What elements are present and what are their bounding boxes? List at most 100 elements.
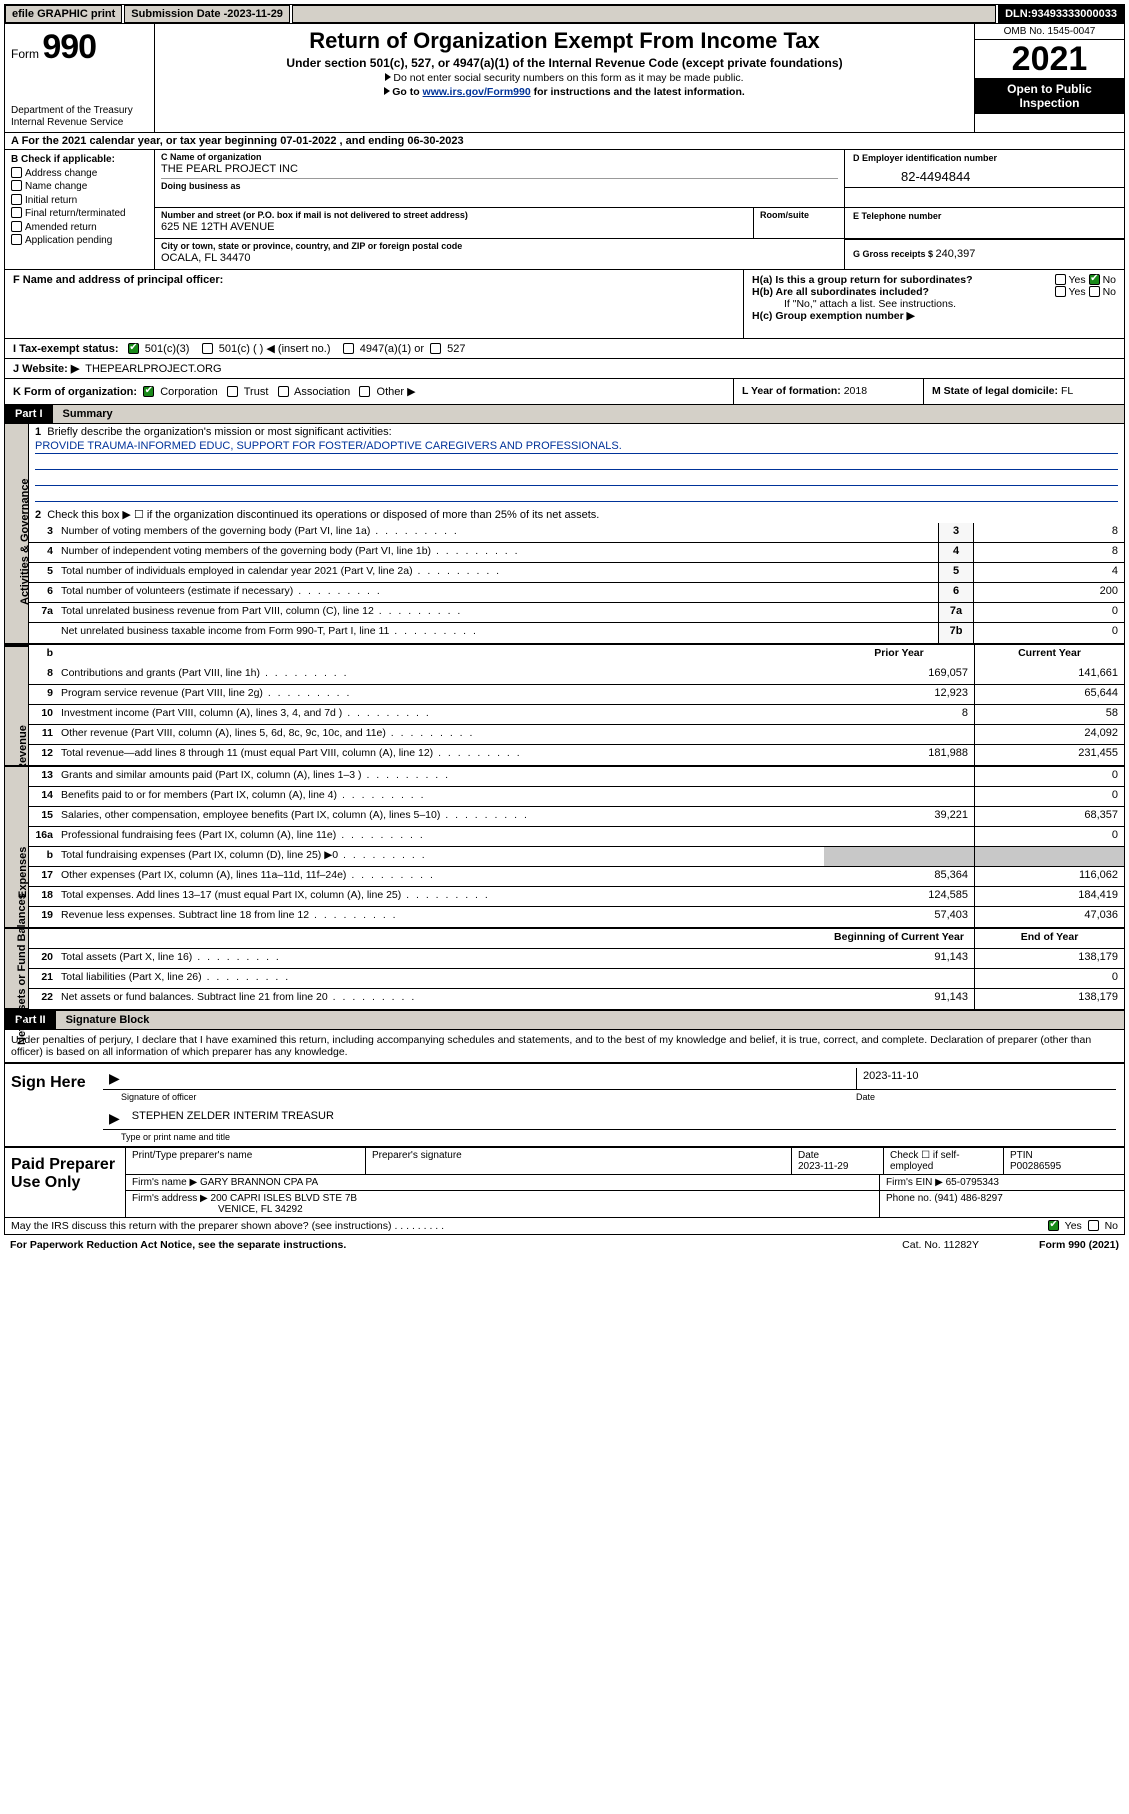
line-15: 15 Salaries, other compensation, employe… [29, 807, 1124, 827]
K-label: K Form of organization: [13, 386, 137, 398]
line-17: 17 Other expenses (Part IX, column (A), … [29, 867, 1124, 887]
toolbar-spacer [292, 5, 996, 23]
line-22: 22 Net assets or fund balances. Subtract… [29, 989, 1124, 1009]
side-activities: Activities & Governance [5, 424, 29, 643]
side-netassets: Net Assets or Fund Balances [5, 929, 29, 1009]
paid-preparer-label: Paid Preparer Use Only [5, 1148, 125, 1217]
box-M: M State of legal domicile: FL [924, 379, 1124, 404]
I-label: I Tax-exempt status: [13, 343, 119, 355]
chk-address-change[interactable]: Address change [11, 167, 148, 181]
street: 625 NE 12TH AVENUE [161, 220, 747, 234]
line-11: 11 Other revenue (Part VIII, column (A),… [29, 725, 1124, 745]
G-label: G Gross receipts $ [853, 249, 936, 259]
col-current: Current Year [974, 645, 1124, 665]
line-6: 6 Total number of volunteers (estimate i… [29, 583, 1124, 603]
year-begin: 07-01-2022 [280, 135, 336, 147]
form-header: Form 990 Department of the Treasury Inte… [4, 24, 1125, 133]
line-12: 12 Total revenue—add lines 8 through 11 … [29, 745, 1124, 765]
rev-colhdr: b Prior Year Current Year [4, 645, 1125, 665]
box-H: H(a) Is this a group return for subordin… [744, 270, 1124, 338]
Hb-no[interactable] [1089, 286, 1100, 297]
line-8: 8 Contributions and grants (Part VIII, l… [29, 665, 1124, 685]
B-head: B Check if applicable: [11, 153, 148, 167]
efile-btn[interactable]: efile GRAPHIC print [5, 5, 122, 23]
p-self[interactable]: Check ☐ if self-employed [884, 1148, 1004, 1174]
chk-other[interactable] [359, 386, 370, 397]
chk-amended-return[interactable]: Amended return [11, 221, 148, 235]
partI-title: Summary [53, 405, 1124, 423]
discuss-no[interactable] [1088, 1220, 1099, 1231]
chk-initial-return[interactable]: Initial return [11, 194, 148, 208]
sign-here-label: Sign Here [5, 1064, 95, 1146]
chk-501c3[interactable] [128, 343, 139, 354]
dba-label: Doing business as [161, 181, 838, 191]
form-title: Return of Organization Exempt From Incom… [161, 28, 968, 54]
section-activities: Activities & Governance 1 Briefly descri… [4, 424, 1125, 645]
arrow-icon: ▶ [103, 1068, 126, 1089]
arrow-icon: ▶ [103, 1108, 126, 1129]
firm-ein: Firm's EIN ▶ 65-0795343 [880, 1175, 1124, 1190]
col-C: C Name of organization THE PEARL PROJECT… [155, 150, 1124, 269]
col-B: B Check if applicable: Address change Na… [5, 150, 155, 269]
chk-final-return[interactable]: Final return/terminated [11, 207, 148, 221]
side-spacer [5, 645, 29, 665]
box-G: G Gross receipts $ 240,397 [845, 240, 1124, 268]
omb-number: OMB No. 1545-0047 [975, 24, 1124, 40]
line1-mission: 1 Briefly describe the organization's mi… [29, 424, 1124, 506]
ptin: PTINP00286595 [1004, 1148, 1124, 1174]
Hc-label: H(c) Group exemption number ▶ [752, 310, 1116, 322]
line-20: 20 Total assets (Part X, line 16) 91,143… [29, 949, 1124, 969]
partI-badge: Part I [5, 405, 53, 423]
dln-label: DLN: [1005, 8, 1031, 20]
line-18: 18 Total expenses. Add lines 13–17 (must… [29, 887, 1124, 907]
row-J: J Website: ▶ THEPEARLPROJECT.ORG [4, 359, 1125, 379]
year-formation: 2018 [844, 385, 867, 397]
p-sig-label: Preparer's signature [366, 1148, 792, 1174]
J-label: J Website: ▶ [13, 363, 79, 375]
sign-date: 2023-11-10 [856, 1068, 1116, 1089]
col-end: End of Year [974, 929, 1124, 948]
chk-application-pending[interactable]: Application pending [11, 234, 148, 248]
arrow-icon [384, 87, 390, 95]
chk-trust[interactable] [227, 386, 238, 397]
line-4: 4 Number of independent voting members o… [29, 543, 1124, 563]
subtitle-2: Do not enter social security numbers on … [161, 72, 968, 84]
sign-here-row: Sign Here ▶ 2023-11-10 Signature of offi… [5, 1064, 1124, 1146]
line-5: 5 Total number of individuals employed i… [29, 563, 1124, 583]
form-number: 990 [42, 28, 96, 66]
arrow-icon [385, 73, 391, 81]
row-I: I Tax-exempt status: 501(c)(3) 501(c) ( … [4, 339, 1125, 359]
Ha-yes[interactable] [1055, 274, 1066, 285]
room-label: Room/suite [760, 210, 838, 220]
discuss-row: May the IRS discuss this return with the… [4, 1218, 1125, 1235]
row-KLM: K Form of organization: Corporation Trus… [4, 379, 1125, 405]
irs-link[interactable]: www.irs.gov/Form990 [423, 86, 531, 98]
box-K: K Form of organization: Corporation Trus… [5, 379, 734, 404]
dept-treasury: Department of the Treasury [11, 105, 148, 117]
partII-badge: Part II [5, 1011, 56, 1029]
chk-assoc[interactable] [278, 386, 289, 397]
subtitle-3: Go to www.irs.gov/Form990 for instructio… [161, 86, 968, 98]
street-label: Number and street (or P.O. box if mail i… [161, 210, 747, 220]
subdate-label: Submission Date - [131, 8, 227, 20]
line-10: 10 Investment income (Part VIII, column … [29, 705, 1124, 725]
chk-name-change[interactable]: Name change [11, 180, 148, 194]
Hb-label: H(b) Are all subordinates included? [752, 286, 929, 298]
org-info-block: B Check if applicable: Address change Na… [4, 150, 1125, 270]
irs-label: Internal Revenue Service [11, 117, 148, 129]
sig-of-label: Signature of officer [103, 1092, 856, 1102]
line-3: 3 Number of voting members of the govern… [29, 523, 1124, 543]
Hb-note: If "No," attach a list. See instructions… [752, 298, 1116, 310]
chk-4947[interactable] [343, 343, 354, 354]
subtitle-1: Under section 501(c), 527, or 4947(a)(1)… [161, 56, 968, 70]
chk-501c[interactable] [202, 343, 213, 354]
chk-527[interactable] [430, 343, 441, 354]
partI-header: Part I Summary [4, 405, 1125, 424]
Hb-yes[interactable] [1055, 286, 1066, 297]
year-end: 06-30-2023 [407, 135, 463, 147]
form-prefix: Form [11, 47, 42, 61]
chk-corp[interactable] [143, 386, 154, 397]
discuss-yes[interactable] [1048, 1220, 1059, 1231]
net-colhdr: Net Assets or Fund Balances Beginning of… [4, 929, 1125, 1009]
Ha-no[interactable] [1089, 274, 1100, 285]
